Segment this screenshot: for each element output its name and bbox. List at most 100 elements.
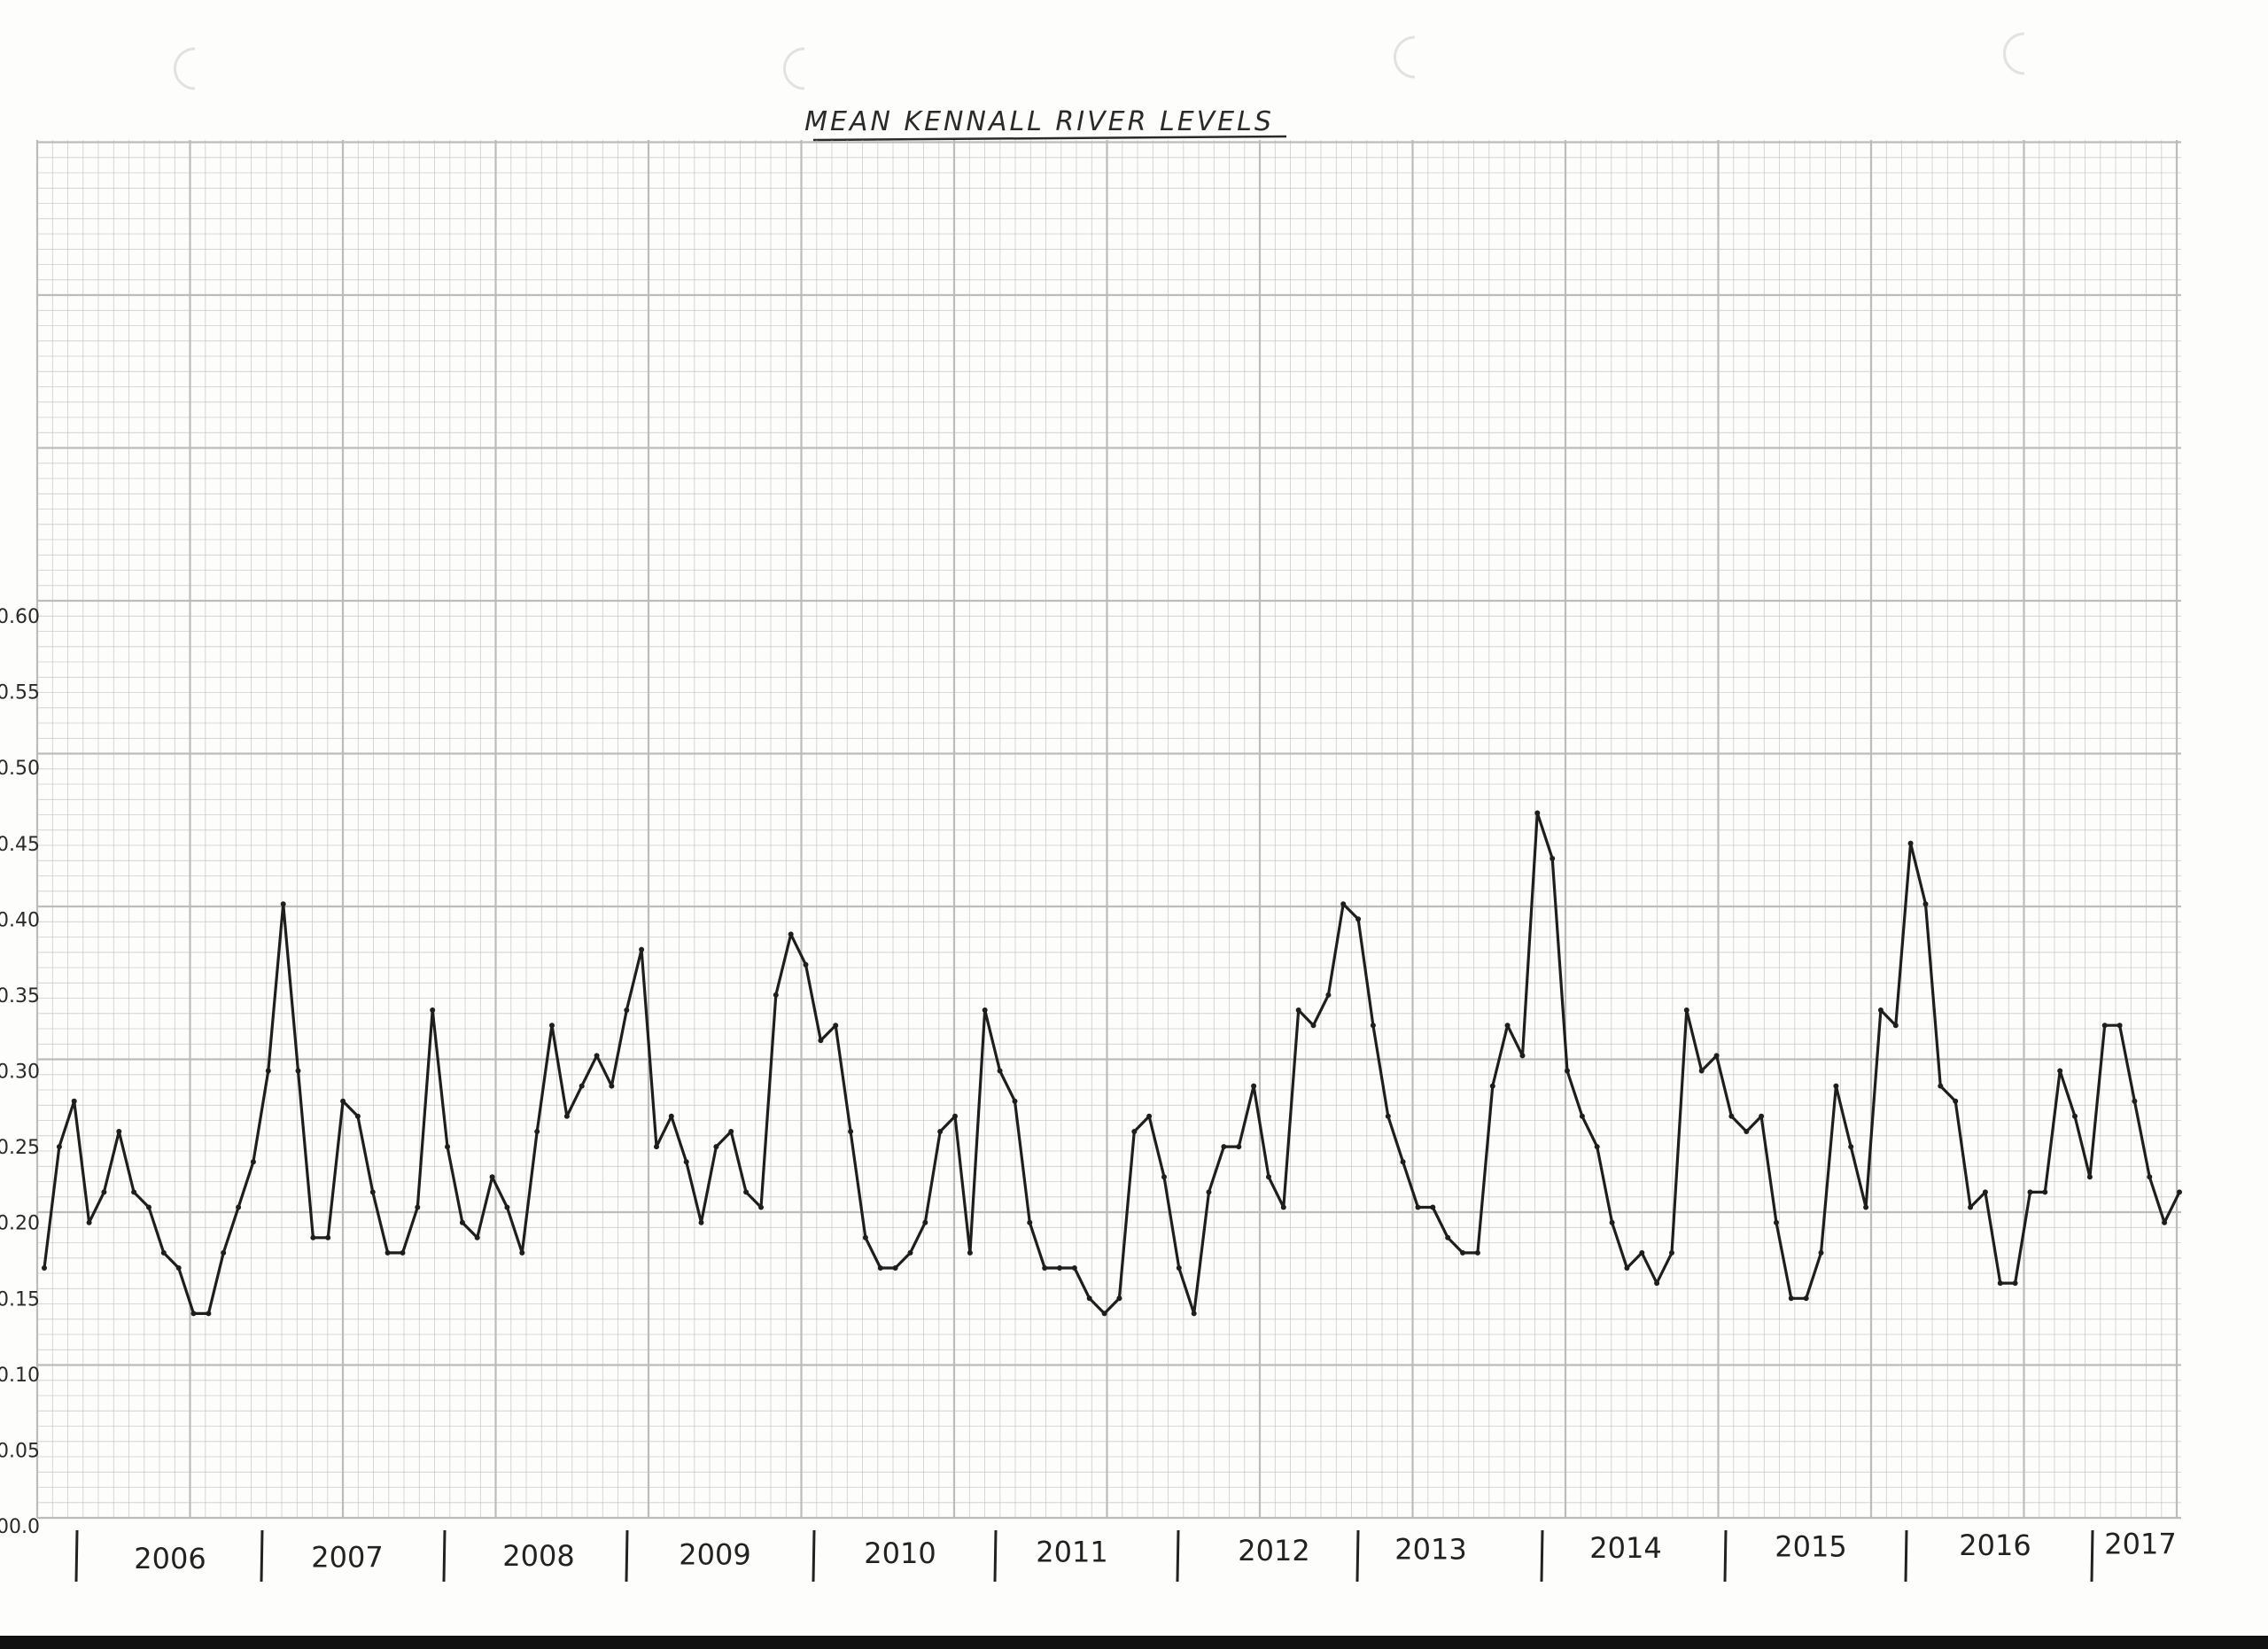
x-tick-label-year: 2011 — [1036, 1536, 1107, 1569]
data-point — [1161, 1174, 1167, 1180]
y-tick-label: 0.10 — [0, 1365, 40, 1387]
data-point — [280, 901, 286, 907]
year-divider — [625, 1529, 629, 1583]
data-point — [2177, 1189, 2182, 1195]
data-point — [2057, 1068, 2063, 1074]
data-point — [743, 1189, 750, 1195]
data-point — [2012, 1280, 2018, 1287]
data-point — [2042, 1189, 2048, 1195]
binder-hole-3 — [1394, 35, 1416, 79]
data-point — [1430, 1204, 1436, 1210]
data-point — [116, 1129, 122, 1134]
data-point — [519, 1249, 525, 1256]
data-point — [1892, 1023, 1899, 1029]
data-point — [236, 1204, 242, 1210]
data-point — [474, 1234, 480, 1241]
data-point — [175, 1265, 182, 1271]
data-point — [1669, 1249, 1674, 1256]
data-point — [206, 1311, 212, 1317]
year-divider — [1176, 1529, 1180, 1583]
data-point — [698, 1219, 704, 1225]
data-point — [2132, 1098, 2138, 1104]
year-divider — [1355, 1529, 1360, 1583]
x-tick-label-year: 2014 — [1589, 1531, 1661, 1565]
data-point — [1504, 1023, 1511, 1029]
data-point — [848, 1129, 854, 1134]
x-tick-label-year: 2017 — [2104, 1528, 2176, 1561]
y-axis-tick-labels: 00.0 0.05 0.10 0.15 0.20 0.25 0.30 0.35 0.40 0.45… — [0, 606, 40, 1538]
data-point — [1713, 1053, 1720, 1059]
data-point — [2086, 1174, 2093, 1180]
title-underline — [812, 135, 1287, 142]
x-axis-year-labels: 2006 2007 2008 2009 2010 2011 2012 2013 2014 2015… — [134, 1528, 2176, 1576]
y-tick-label: 0.50 — [0, 758, 40, 780]
data-point — [2162, 1219, 2168, 1225]
data-point — [400, 1249, 406, 1256]
year-divider — [993, 1529, 998, 1583]
data-point — [1624, 1265, 1630, 1271]
year-divider — [1723, 1529, 1728, 1583]
data-point — [1953, 1098, 1959, 1104]
data-point — [1131, 1129, 1138, 1134]
data-point — [1355, 916, 1362, 922]
data-point — [430, 1007, 436, 1013]
data-point — [639, 946, 645, 953]
data-point — [713, 1144, 719, 1150]
data-point — [250, 1159, 256, 1165]
data-point — [1609, 1219, 1615, 1225]
y-tick-label: 0.15 — [0, 1288, 40, 1311]
data-point — [86, 1219, 92, 1225]
x-tick-label-year: 2012 — [1238, 1534, 1309, 1567]
data-point — [1295, 1007, 1301, 1013]
data-point — [1086, 1295, 1092, 1302]
data-point — [1251, 1083, 1257, 1089]
data-point — [1982, 1189, 1988, 1195]
data-point — [190, 1311, 197, 1317]
x-tick-label-year: 2010 — [864, 1536, 936, 1570]
x-axis-year-dividers — [74, 1529, 2094, 1583]
data-point — [967, 1249, 973, 1256]
data-point — [1818, 1249, 1824, 1256]
data-point — [354, 1113, 361, 1119]
binder-hole-2 — [783, 47, 805, 90]
data-point — [1654, 1280, 1660, 1287]
data-point — [1146, 1113, 1153, 1119]
data-point — [1101, 1311, 1107, 1317]
data-point — [668, 1113, 674, 1119]
scanner-edge — [0, 1636, 2268, 1649]
data-point — [1997, 1280, 2003, 1287]
data-point — [504, 1204, 510, 1210]
data-point — [594, 1053, 600, 1059]
data-point — [877, 1265, 883, 1271]
data-point — [534, 1129, 540, 1134]
data-point — [131, 1189, 137, 1195]
data-point — [1191, 1311, 1197, 1317]
y-tick-label: 0.45 — [0, 834, 40, 856]
grid-minor-lines — [37, 140, 2181, 1518]
chart-title: MEAN KENNALL RIVER LEVELS — [804, 106, 1274, 137]
data-point — [1968, 1204, 1974, 1210]
data-point — [579, 1083, 585, 1089]
y-tick-label: 0.35 — [0, 985, 40, 1007]
data-point — [1310, 1023, 1317, 1029]
data-point — [1027, 1219, 1033, 1225]
data-point — [489, 1174, 495, 1180]
data-point — [1744, 1129, 1750, 1134]
y-tick-label: 0.30 — [0, 1062, 40, 1084]
data-point — [1519, 1053, 1526, 1059]
data-point — [1489, 1083, 1495, 1089]
data-point — [1340, 901, 1347, 907]
year-divider — [1904, 1529, 1908, 1583]
data-point — [1071, 1265, 1077, 1271]
data-point — [340, 1098, 346, 1104]
data-point — [1803, 1295, 1809, 1302]
grid-major-lines — [35, 140, 2181, 1520]
y-tick-label: 00.0 — [0, 1516, 40, 1538]
data-point — [922, 1219, 928, 1225]
data-point — [862, 1234, 868, 1241]
data-point — [2147, 1174, 2153, 1180]
data-point — [1370, 1023, 1376, 1029]
x-tick-label-year: 2009 — [679, 1538, 750, 1572]
y-tick-label: 0.55 — [0, 682, 40, 704]
